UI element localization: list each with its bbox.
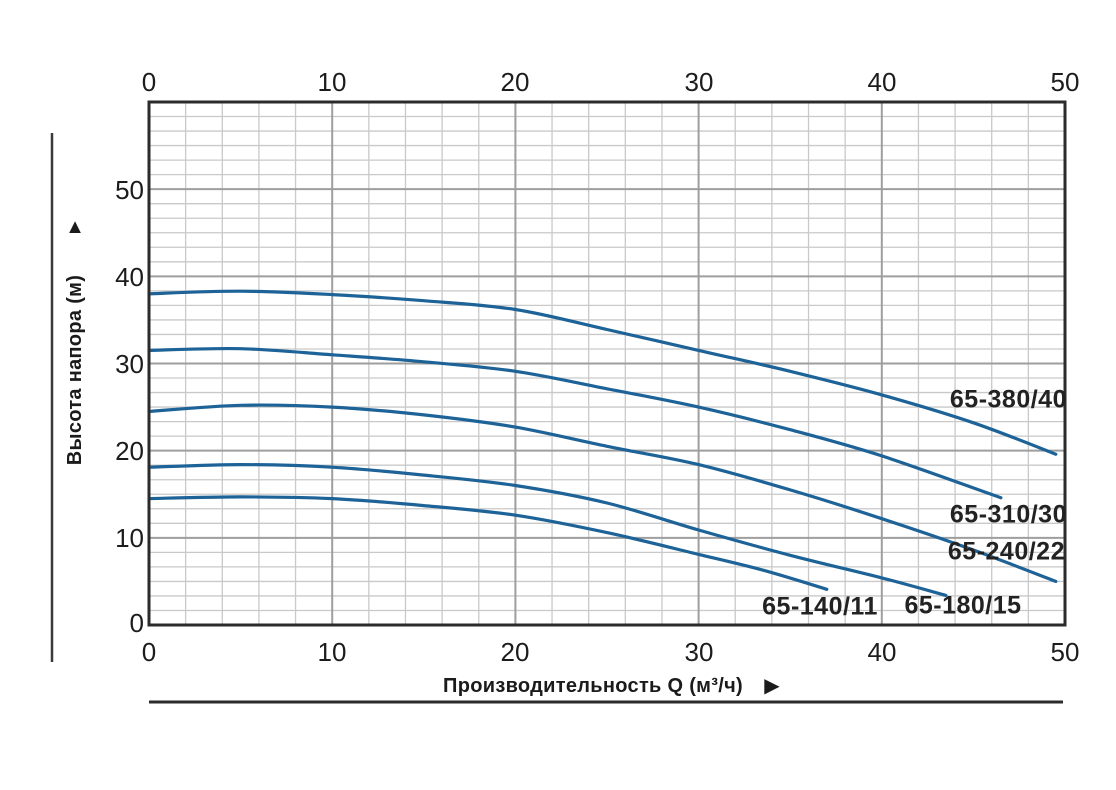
x-axis-bottom-tick: 10 bbox=[317, 637, 347, 667]
x-axis-top-tick: 20 bbox=[500, 67, 530, 97]
x-axis-top-tick: 50 bbox=[1050, 67, 1080, 97]
x-axis-title: Производительность Q (м³/ч) bbox=[443, 675, 743, 697]
pump-curve-65-310/30 bbox=[147, 346, 1003, 500]
y-axis-tick: 0 bbox=[129, 608, 144, 638]
x-axis-top-tick: 0 bbox=[141, 67, 157, 97]
x-axis-bottom-tick: 30 bbox=[684, 637, 714, 667]
x-axis-bottom-tick: 20 bbox=[500, 637, 530, 667]
curve-label-65-310-30: 65-310/30 bbox=[949, 500, 1067, 529]
curve-label-65-140-11: 65-140/11 bbox=[762, 592, 878, 621]
pump-curve-65-240/22 bbox=[147, 403, 1058, 583]
curve-label-65-180-15: 65-180/15 bbox=[904, 591, 1022, 620]
x-axis-top-tick: 10 bbox=[317, 67, 347, 97]
curve-label-65-380-40: 65-380/40 bbox=[949, 385, 1067, 414]
x-axis-bottom-tick: 40 bbox=[867, 637, 897, 667]
pump-curve-65-180/15 bbox=[147, 462, 948, 597]
major-gridlines bbox=[149, 102, 1065, 625]
pump-curve-65-380/40 bbox=[147, 289, 1058, 456]
x-axis-bottom-tick: 50 bbox=[1050, 637, 1080, 667]
y-axis-arrow-icon: ▲ bbox=[65, 216, 85, 238]
y-axis-tick: 40 bbox=[115, 262, 144, 292]
x-axis-bottom-tick: 0 bbox=[141, 637, 157, 667]
y-axis-tick: 30 bbox=[115, 349, 144, 379]
y-axis-tick: 50 bbox=[115, 175, 144, 205]
curve-label-65-240-22: 65-240/22 bbox=[947, 537, 1065, 566]
x-axis-top-tick: 30 bbox=[684, 67, 714, 97]
pump-curves bbox=[147, 289, 1058, 597]
axis-decor-lines bbox=[50, 133, 1063, 704]
y-axis-tick: 10 bbox=[115, 523, 144, 553]
pump-curve-65-140/11 bbox=[147, 495, 829, 591]
x-axis-arrow-icon: ▶ bbox=[764, 675, 780, 697]
y-axis-tick: 20 bbox=[115, 436, 144, 466]
y-axis-title: Высота напора (м) bbox=[64, 274, 86, 466]
plot-border bbox=[147, 100, 1067, 627]
x-axis-top-tick: 40 bbox=[867, 67, 897, 97]
